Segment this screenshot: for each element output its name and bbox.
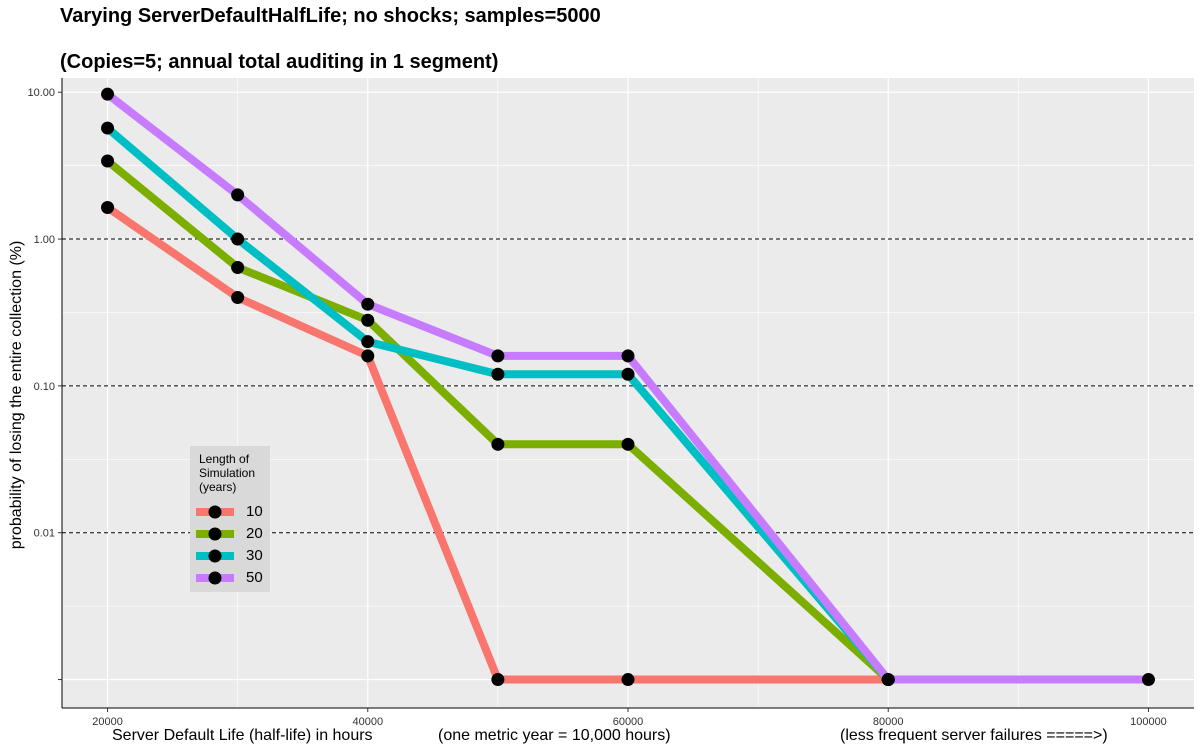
- data-point-30: [491, 367, 505, 381]
- data-point-20: [361, 313, 375, 327]
- chart-title: Varying ServerDefaultHalfLife; no shocks…: [60, 5, 601, 27]
- x-axis-label-part2: (one metric year = 10,000 hours): [438, 727, 671, 744]
- data-point-20: [231, 261, 245, 275]
- legend-label: 10: [246, 503, 263, 520]
- data-point-10: [101, 201, 115, 215]
- y-tick-label: 1.00: [34, 234, 55, 246]
- data-point-10: [231, 290, 245, 304]
- data-point-30: [101, 121, 115, 135]
- series-line-10: [105, 204, 889, 684]
- legend-label: 20: [246, 525, 263, 542]
- legend-key-point: [208, 527, 222, 541]
- data-point-50: [101, 87, 115, 101]
- data-point-10: [361, 349, 375, 363]
- legend-title-line: (years): [199, 480, 237, 494]
- data-point-50: [1141, 673, 1155, 687]
- data-point-30: [231, 232, 245, 246]
- data-point-50: [491, 349, 505, 363]
- legend-item-20: 20: [196, 524, 266, 544]
- legend-item-50: 50: [196, 568, 266, 588]
- y-tick-label: 10.00: [27, 87, 55, 99]
- legend-key-30: [196, 549, 234, 563]
- x-tick-label: 80000: [873, 716, 904, 728]
- data-point-30: [621, 367, 635, 381]
- x-tick-label: 100000: [1130, 716, 1167, 728]
- data-point-20: [621, 437, 635, 451]
- data-point-50: [361, 297, 375, 311]
- series-line-30: [104, 125, 892, 683]
- x-axis-label-part3: (less frequent server failures =====>): [840, 727, 1108, 744]
- legend-key-50: [196, 571, 234, 585]
- data-point-50: [621, 349, 635, 363]
- data-point-30: [361, 335, 375, 349]
- legend-title-line: Length of: [199, 452, 250, 466]
- legend-key-20: [196, 527, 234, 541]
- x-tick-label: 60000: [613, 716, 644, 728]
- legend-key-point: [208, 549, 222, 563]
- x-tick-label: 20000: [92, 716, 123, 728]
- y-tick-label: 0.10: [34, 381, 55, 393]
- legend: Length of Simulation (years) 10 20 30 50: [190, 446, 270, 592]
- legend-key-point: [208, 571, 222, 585]
- legend-item-10: 10: [196, 502, 266, 522]
- data-point-20: [491, 437, 505, 451]
- data-point-20: [101, 154, 115, 168]
- legend-label: 30: [246, 547, 263, 564]
- legend-key-10: [196, 505, 234, 519]
- data-point-10: [621, 673, 635, 687]
- x-tick-label: 40000: [352, 716, 383, 728]
- data-point-50: [231, 188, 245, 202]
- legend-label: 50: [246, 569, 263, 586]
- series-line-20: [104, 157, 891, 683]
- legend-item-30: 30: [196, 546, 266, 566]
- chart-subtitle: (Copies=5; annual total auditing in 1 se…: [60, 51, 499, 73]
- y-axis-label: probability of losing the entire collect…: [8, 240, 25, 550]
- legend-title-line: Simulation: [199, 466, 256, 480]
- data-point-10: [491, 673, 505, 687]
- data-point-50: [881, 673, 895, 687]
- legend-title: Length of Simulation (years): [199, 452, 255, 494]
- legend-key-point: [208, 505, 222, 519]
- y-tick-label: 0.01: [34, 528, 55, 540]
- x-axis-label-part1: Server Default Life (half-life) in hours: [112, 727, 373, 744]
